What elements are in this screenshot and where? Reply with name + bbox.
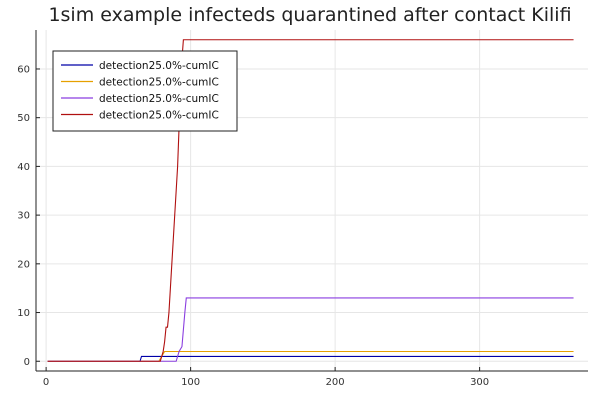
legend-label-3: detection25.0%-cumIC bbox=[99, 93, 219, 105]
x-tick-label: 0 bbox=[43, 377, 49, 388]
y-tick-label: 0 bbox=[24, 357, 30, 368]
series-line-3 bbox=[47, 297, 574, 362]
legend-label-1: detection25.0%-cumIC bbox=[99, 60, 219, 72]
y-tick-label: 10 bbox=[17, 308, 30, 319]
x-tick-label: 200 bbox=[326, 377, 345, 388]
y-tick-label: 20 bbox=[17, 259, 30, 270]
legend-box bbox=[52, 50, 238, 132]
y-tick-label: 30 bbox=[17, 211, 30, 222]
x-tick-label: 300 bbox=[470, 377, 489, 388]
y-tick-label: 40 bbox=[17, 162, 30, 173]
x-tick-label: 100 bbox=[181, 377, 200, 388]
y-tick-label: 50 bbox=[17, 113, 30, 124]
series-line-1 bbox=[47, 355, 574, 362]
y-tick-label: 60 bbox=[17, 64, 30, 75]
axes-layer: 0 100 200 300 0 10 20 30 40 50 60 bbox=[17, 30, 588, 388]
chart-title: 1sim example infecteds quarantined after… bbox=[48, 4, 571, 26]
legend: detection25.0%-cumIC detection25.0%-cumIC… bbox=[52, 50, 238, 132]
legend-label-4: detection25.0%-cumIC bbox=[99, 110, 219, 122]
legend-label-2: detection25.0%-cumIC bbox=[99, 77, 219, 89]
